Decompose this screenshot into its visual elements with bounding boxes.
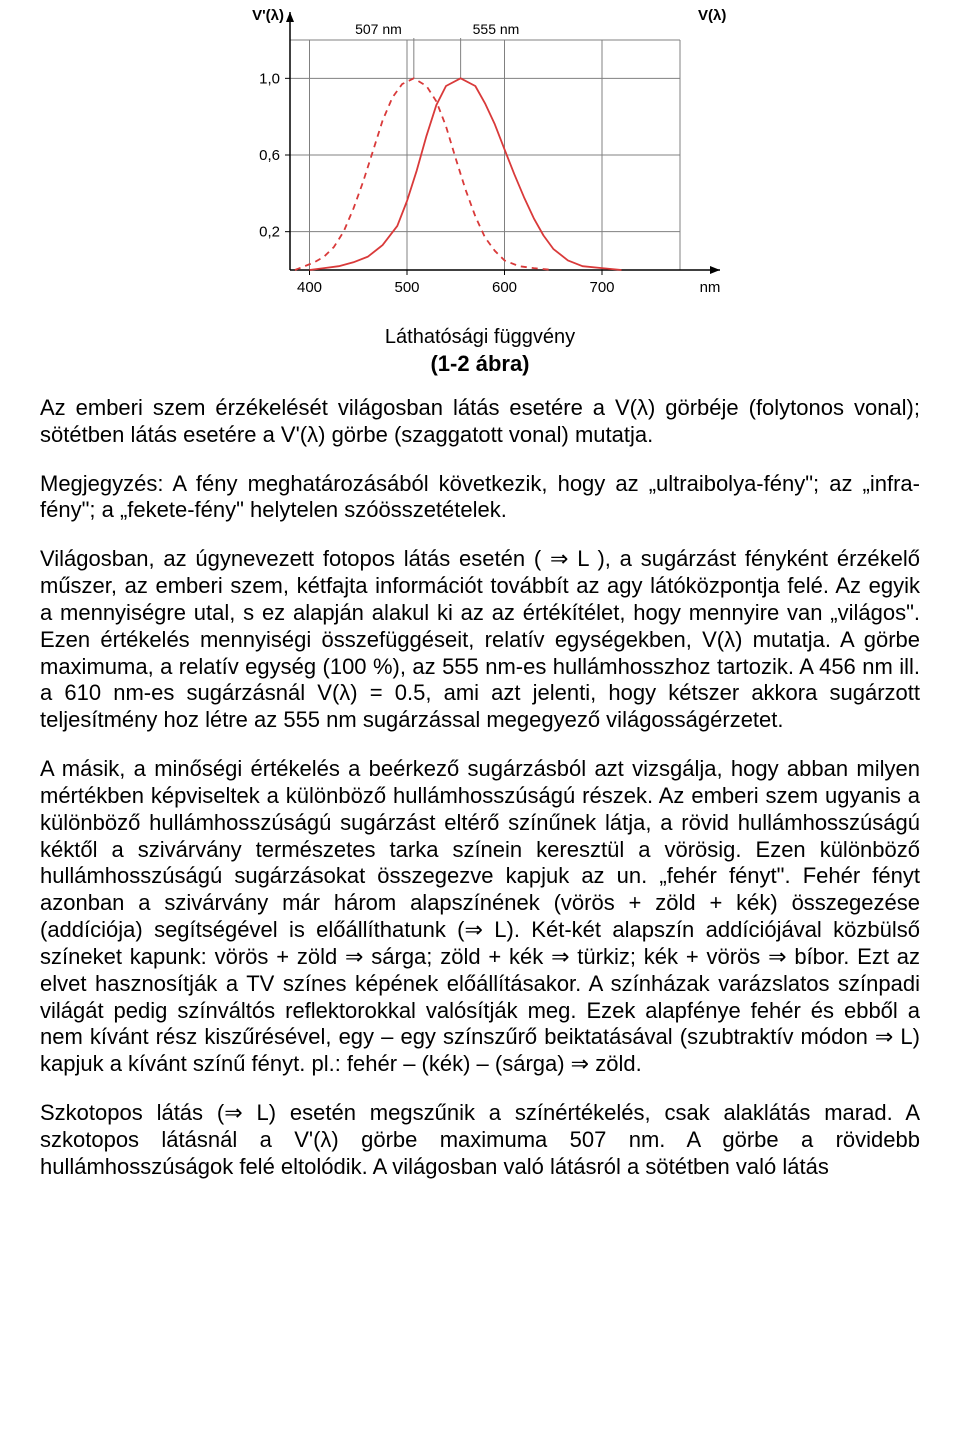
svg-text:nm: nm <box>700 279 721 296</box>
svg-text:0,2: 0,2 <box>259 224 280 241</box>
paragraph-4: A másik, a minőségi értékelés a beérkező… <box>40 756 920 1078</box>
luminosity-chart: 0,2 0,6 1,0 400 500 600 700 nm V'(λ) V(λ) 507 nm 55… <box>200 0 760 320</box>
paragraph-1: Az emberi szem érzékelését világosban lá… <box>40 395 920 449</box>
svg-text:400: 400 <box>297 279 322 296</box>
svg-text:V'(λ): V'(λ) <box>252 7 284 24</box>
svg-text:600: 600 <box>492 279 517 296</box>
chart-subtitle: (1-2 ábra) <box>200 351 760 377</box>
svg-text:1,0: 1,0 <box>259 70 280 87</box>
chart-title: Láthatósági függvény <box>200 326 760 349</box>
paragraph-5: Szkotopos látás (⇒ L) esetén megszűnik a… <box>40 1100 920 1180</box>
svg-text:500: 500 <box>394 279 419 296</box>
paragraph-3: Világosban, az úgynevezett fotopos látás… <box>40 546 920 734</box>
svg-text:507 nm: 507 nm <box>355 21 402 37</box>
paragraph-2: Megjegyzés: A fény meghatározásából köve… <box>40 471 920 525</box>
svg-text:0,6: 0,6 <box>259 147 280 164</box>
svg-text:555 nm: 555 nm <box>473 21 520 37</box>
svg-text:V(λ): V(λ) <box>698 7 726 24</box>
svg-text:700: 700 <box>589 279 614 296</box>
